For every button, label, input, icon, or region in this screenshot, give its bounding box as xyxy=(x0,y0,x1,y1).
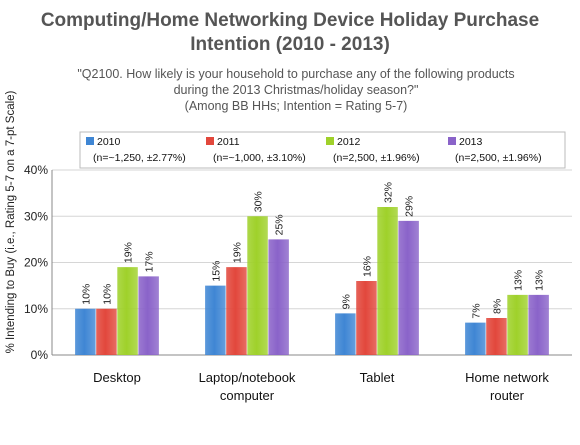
legend-series-name: 2011 xyxy=(217,136,240,148)
y-tick-label: 30% xyxy=(24,209,48,223)
legend-swatch xyxy=(206,137,214,145)
y-axis-title: % Intending to Buy (i.e., Rating 5-7 on … xyxy=(5,90,17,353)
chart-subtitle-line: (Among BB HHs; Intention = Rating 5-7) xyxy=(185,99,408,113)
bar xyxy=(268,239,289,355)
legend-swatch xyxy=(326,137,334,145)
bar xyxy=(465,322,486,355)
bars: 10% 10% 19% 17% 15% 19% 30% 25% 9% 16% 32% 29% 7% 8% 1… xyxy=(75,182,549,355)
category-label: Desktop xyxy=(93,370,141,385)
bar xyxy=(205,285,226,355)
category-label: Home network xyxy=(465,370,549,385)
category-label: router xyxy=(490,388,525,403)
legend-series-name: 2013 xyxy=(459,136,483,148)
chart-subtitle-line: during the 2013 Christmas/holiday season… xyxy=(174,83,419,97)
data-label: 15% xyxy=(210,261,222,282)
bar xyxy=(75,308,96,355)
bar xyxy=(486,318,507,355)
chart-title-line: Computing/Home Networking Device Holiday… xyxy=(41,10,539,31)
bar xyxy=(138,276,159,355)
chart-title-line: Intention (2010 - 2013) xyxy=(190,34,390,55)
data-label: 17% xyxy=(144,251,156,272)
legend-series-note: (n=~1,000, ±3.10%) xyxy=(213,152,306,164)
bar xyxy=(247,216,268,355)
bar xyxy=(96,308,117,355)
legend-swatch xyxy=(86,137,94,145)
data-label: 10% xyxy=(101,284,113,305)
category-label: Tablet xyxy=(360,370,395,385)
category-label: computer xyxy=(220,388,275,403)
chart-subtitle: "Q2100. How likely is your household to … xyxy=(77,67,514,113)
data-label: 13% xyxy=(534,270,546,291)
legend-series-note: (n=~1,250, ±2.77%) xyxy=(93,152,186,164)
legend-series-name: 2012 xyxy=(337,136,361,148)
bar xyxy=(528,294,549,355)
data-label: 29% xyxy=(404,196,416,217)
legend-series-note: (n=2,500, ±1.96%) xyxy=(455,152,542,164)
legend-series-name: 2010 xyxy=(97,136,121,148)
legend-box xyxy=(79,131,566,169)
data-label: 8% xyxy=(491,299,503,314)
data-label: 19% xyxy=(231,242,243,263)
y-tick-label: 0% xyxy=(31,348,49,362)
y-tick-label: 10% xyxy=(24,302,48,316)
y-tick-label: 20% xyxy=(24,256,48,270)
bar xyxy=(507,294,528,355)
data-label: 25% xyxy=(274,214,286,235)
data-label: 19% xyxy=(123,242,135,263)
x-axis: Desktop Laptop/notebook computer Tablet Home… xyxy=(93,370,549,403)
bar xyxy=(335,313,356,355)
data-label: 13% xyxy=(513,270,525,291)
chart-subtitle-line: "Q2100. How likely is your household to … xyxy=(77,67,514,81)
bar xyxy=(226,267,247,355)
legend-series-note: (n=2,500, ±1.96%) xyxy=(333,152,420,164)
bar xyxy=(398,220,419,355)
category-label: Laptop/notebook xyxy=(199,370,296,385)
data-label: 30% xyxy=(253,191,265,212)
data-label: 10% xyxy=(80,284,92,305)
legend: 2010 (n=~1,250, ±2.77%) 2011 (n=~1,000, ±3.… xyxy=(79,131,566,169)
legend-swatch xyxy=(448,137,456,145)
bar xyxy=(356,281,377,355)
bar xyxy=(117,267,138,355)
y-tick-label: 40% xyxy=(24,163,48,177)
bar xyxy=(377,207,398,355)
data-label: 16% xyxy=(361,256,373,277)
data-label: 32% xyxy=(383,182,395,203)
data-label: 7% xyxy=(470,303,482,318)
data-label: 9% xyxy=(340,294,352,309)
chart-title: Computing/Home Networking Device Holiday… xyxy=(41,10,539,55)
